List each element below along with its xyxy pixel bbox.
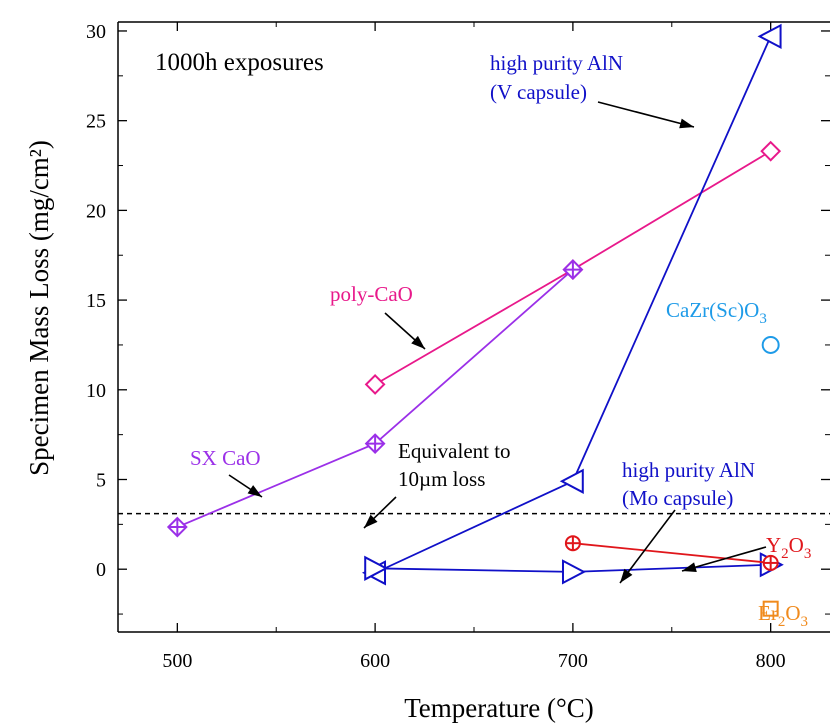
y-tick-label: 25 [86,111,106,133]
y-tick-label: 5 [96,470,106,492]
triangle-right-marker-shape [561,559,587,585]
annotation-cazr-sub: 3 [759,311,767,327]
arrow-y2o3-head [682,562,697,572]
x-tick-label: 600 [360,650,390,672]
data-point-sx [166,516,188,538]
annotation-y2o3-sub2: 3 [804,546,812,562]
annotation-equivalent-line2: 10µm loss [398,467,485,491]
arrow-y2o3-shaft [681,546,767,572]
annotation-cazr-main: CaZr(Sc)O [666,298,759,322]
annotation-y2o3-main: Y [766,533,781,557]
arrow-aln-mo-shaft [619,509,676,584]
annotation-y2o3: Y2O3 [766,533,811,562]
annotation-er2o3-sub2: 3 [801,614,809,630]
triangle-right-marker-shape [364,555,389,581]
data-point-aln_mo [364,555,389,581]
data-point-poly [760,140,782,162]
annotation-poly-cao: poly-CaO [330,282,413,306]
y-tick-label: 15 [86,290,106,312]
data-point-sx [364,433,386,455]
arrow-equivalent-head [364,514,378,528]
arrow-poly-cao-head [411,335,425,349]
annotation-er2o3-tail: O [785,601,800,625]
triangle-left-marker-shape [757,23,782,50]
circle-marker-shape [761,335,780,354]
y-tick-label: 20 [86,200,106,222]
y-tick-label: 10 [86,380,106,402]
series-layer [166,23,784,617]
annotation-equivalent-line1: Equivalent to [398,439,511,463]
arrow-aln-mo-head [620,568,633,583]
data-point-aln_mo [561,559,587,585]
ticks-layer: 0 5 10 15 20 25 30 500 600 700 800 [86,21,830,672]
annotation-sx-cao: SX CaO [190,446,261,470]
series-line-y2o3 [572,542,771,564]
annotation-aln-v-line1: high purity AlN [490,51,623,75]
annotation-aln-v-line2: (V capsule) [490,80,587,104]
x-axis-title: Temperature (°C) [404,693,594,723]
data-point-sx [562,259,584,281]
arrow-aln-v-shaft [597,101,695,128]
x-tick-label: 800 [756,650,786,672]
square-marker-shape [762,600,779,617]
annotation-cazr: CaZr(Sc)O3 [666,298,767,327]
annotation-y2o3-sub: 2 [781,546,789,562]
data-point-cazr [761,335,780,354]
annotation-er2o3-main: Er [758,601,778,625]
annotation-exposure: 1000h exposures [155,49,324,76]
y-tick-label: 0 [96,559,106,581]
data-point-er2o3 [762,600,779,617]
annotation-y2o3-tail: O [789,533,804,557]
arrow-sx-cao-head [247,485,262,497]
y-tick-label: 30 [86,21,106,43]
data-point-y2o3 [762,554,779,571]
annotation-er2o3: Er2O3 [758,601,808,630]
x-tick-label: 500 [162,650,192,672]
diamond-marker-shape [760,140,782,162]
diamond-marker-shape [364,373,386,395]
y-axis-title: Specimen Mass Loss (mg/cm²) [24,140,54,476]
data-point-aln_v [757,23,782,50]
x-tick-label: 700 [558,650,588,672]
data-point-aln_v [559,468,584,494]
data-point-poly [364,373,386,395]
data-point-y2o3 [564,535,581,552]
annotation-er2o3-sub: 2 [778,614,786,630]
annotation-aln-mo-line1: high purity AlN [622,458,755,482]
triangle-left-marker-shape [559,468,584,494]
arrows-layer [228,101,767,584]
arrow-aln-v-head [679,118,694,129]
annotation-aln-mo-line2: (Mo capsule) [622,486,733,510]
